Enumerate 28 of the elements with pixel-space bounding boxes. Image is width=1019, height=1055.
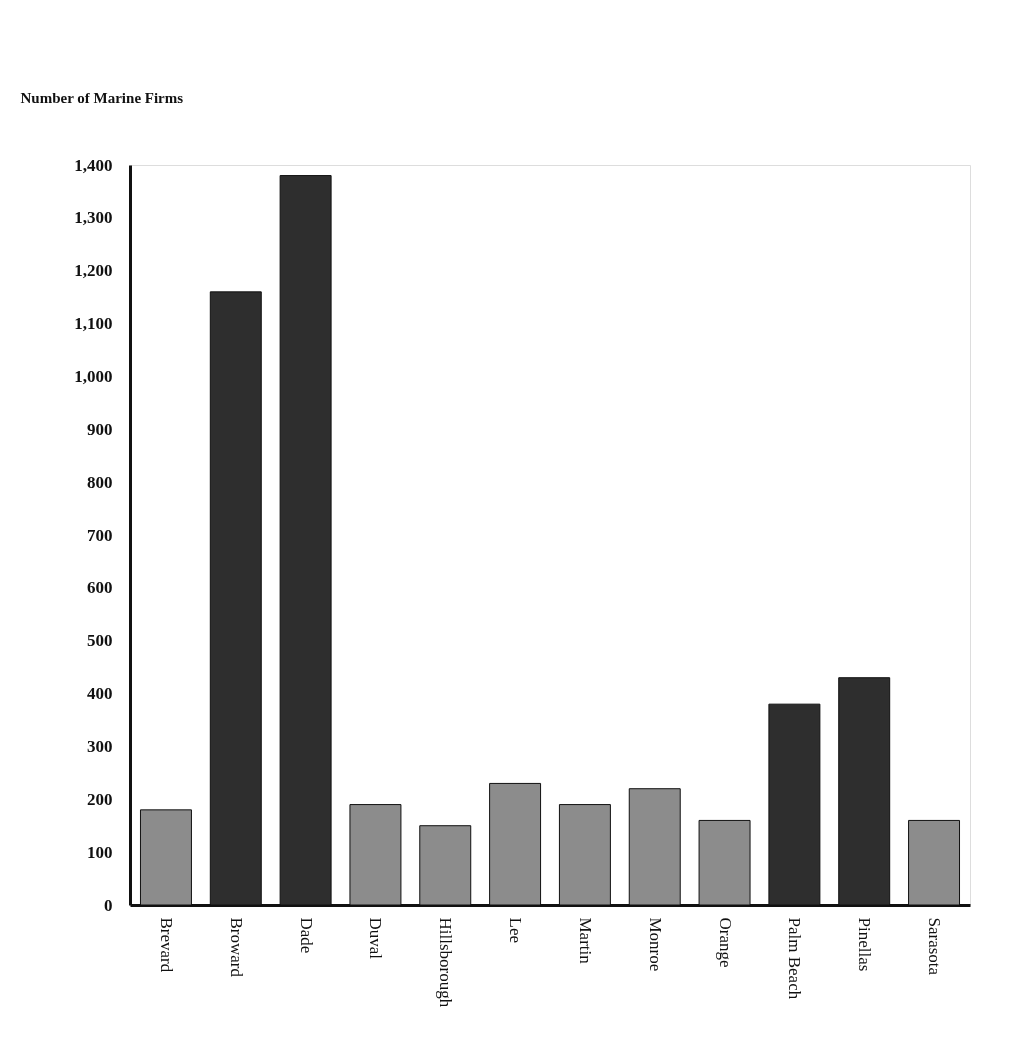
y-tick-label: 800 xyxy=(87,472,113,492)
x-tick-label: Pinellas xyxy=(855,917,875,972)
y-tick-label: 300 xyxy=(87,736,113,756)
x-tick-label: Lee xyxy=(506,917,526,943)
y-tick-label: 600 xyxy=(87,578,113,598)
x-tick-label: Dade xyxy=(296,917,316,954)
x-tick-label: Monroe xyxy=(645,917,665,972)
x-tick-label: Broward xyxy=(226,917,246,978)
x-tick-label: Sarasota xyxy=(925,917,945,976)
y-tick-label: 1,300 xyxy=(74,208,113,228)
y-tick-label: 400 xyxy=(87,684,113,704)
y-tick-label: 900 xyxy=(87,419,113,439)
x-tick-label: Brevard xyxy=(156,917,176,973)
x-tick-label: Palm Beach xyxy=(785,917,805,1000)
y-axis-title: Number of Marine Firms xyxy=(20,89,184,106)
y-tick-label: 0 xyxy=(104,895,113,915)
x-tick-label: Martin xyxy=(575,917,595,965)
x-tick-label: Orange xyxy=(715,917,735,968)
y-tick-label: 1,200 xyxy=(74,261,113,281)
x-tick-label: Hillsborough xyxy=(436,917,456,1008)
y-tick-label: 100 xyxy=(87,842,113,862)
x-tick-label: Duval xyxy=(366,917,386,960)
y-tick-label: 1,000 xyxy=(74,366,113,386)
y-tick-label: 700 xyxy=(87,525,113,545)
y-tick-label: 500 xyxy=(87,631,113,651)
y-tick-label: 200 xyxy=(87,789,113,809)
y-tick-label: 1,400 xyxy=(74,155,113,175)
y-tick-label: 1,100 xyxy=(74,314,113,334)
